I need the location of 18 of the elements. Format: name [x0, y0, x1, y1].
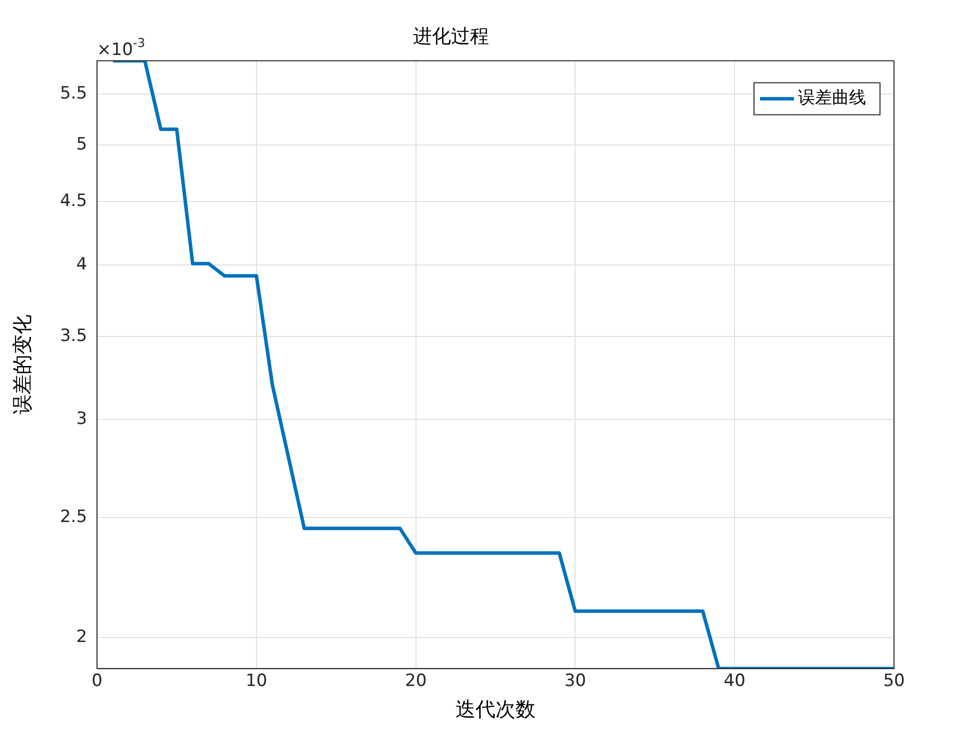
chart-title: 进化过程 — [413, 25, 489, 48]
x-tick-label: 0 — [92, 671, 102, 692]
legend-label: 误差曲线 — [798, 88, 866, 108]
y-tick-label: 4.5 — [60, 191, 88, 212]
y-tick-label: 2.5 — [60, 506, 88, 527]
x-axis-title: 迭代次数 — [456, 697, 536, 722]
x-tick-label: 40 — [724, 671, 746, 692]
y-axis-title: 误差的变化 — [10, 314, 34, 415]
x-tick-label: 50 — [883, 671, 905, 692]
y-tick-label: 5.5 — [60, 83, 88, 104]
y-tick-label: 3 — [76, 408, 88, 429]
y-tick-label: 4 — [76, 254, 88, 274]
x-tick-label: 30 — [564, 671, 586, 692]
y-tick-label: 5 — [76, 134, 88, 155]
y-tick-label: 3.5 — [60, 326, 88, 346]
y-tick-label: 2 — [76, 626, 88, 647]
x-tick-label: 10 — [246, 671, 268, 692]
x-tick-label: 20 — [405, 671, 427, 692]
